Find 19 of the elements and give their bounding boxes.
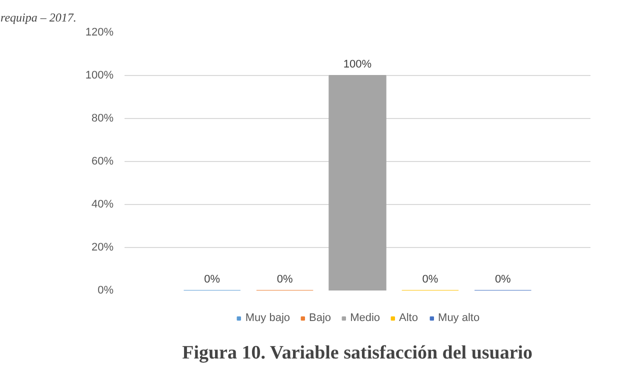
data-label: 100% [343, 58, 372, 70]
y-tick-label: 20% [91, 242, 114, 254]
y-tick-label: 60% [91, 156, 114, 168]
data-label: 0% [204, 274, 220, 286]
y-tick-label: 100% [85, 70, 114, 82]
text: requipa – 2017. [0, 10, 76, 24]
y-tick-label: 80% [91, 112, 114, 124]
legend-label: Muy alto [438, 312, 480, 324]
data-label: 0% [276, 274, 293, 286]
legend-label: Alto [399, 312, 419, 324]
data-label: 0% [494, 274, 512, 286]
legend-label: Bajo [309, 312, 332, 324]
legend-label: Muy bajo [245, 312, 290, 324]
y-tick-label: 40% [91, 198, 114, 210]
legend-label: Medio [350, 312, 380, 324]
text: Figura 10. Variable satisfacción del usuario [182, 342, 533, 364]
y-tick-label: 0% [98, 284, 114, 296]
y-tick-label: 120% [85, 26, 114, 38]
data-label: 0% [422, 274, 438, 286]
